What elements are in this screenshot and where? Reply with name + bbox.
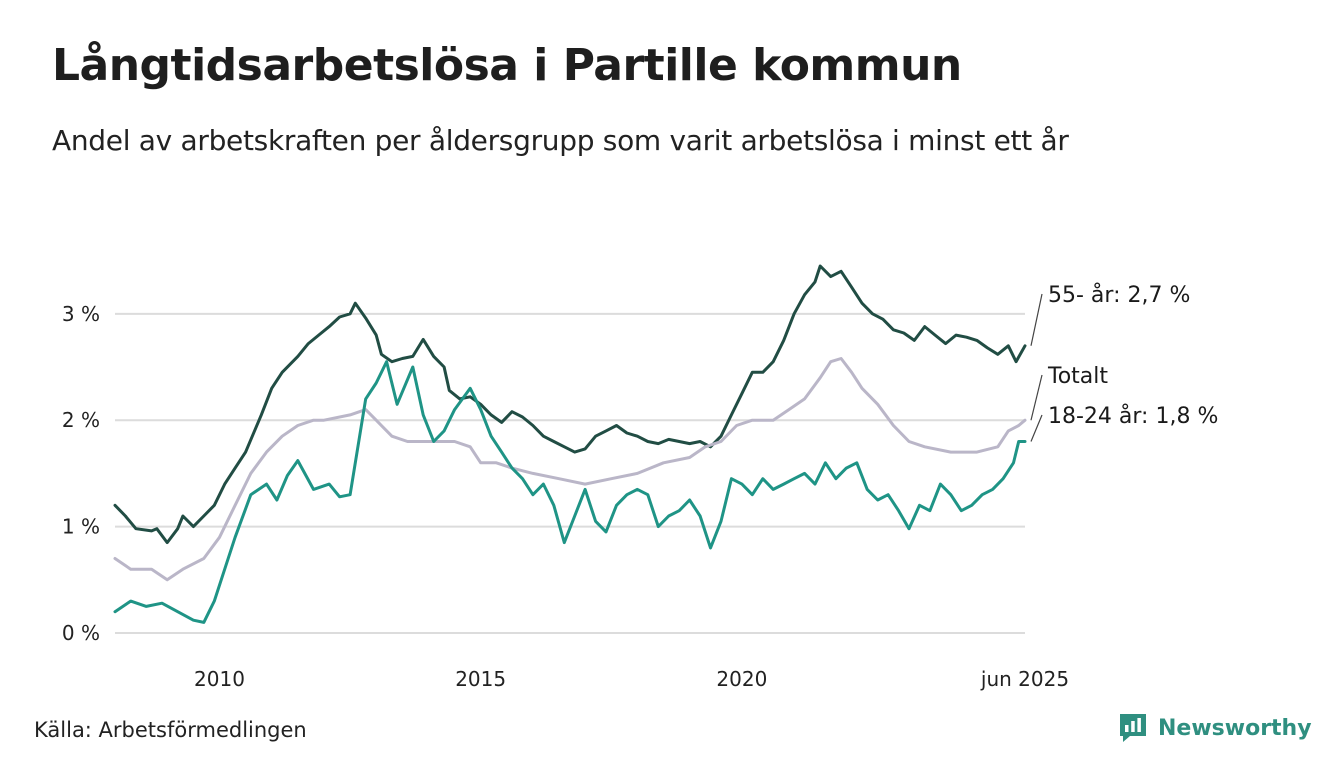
series-line (113, 264, 1027, 545)
series-line (113, 357, 1027, 582)
brand-name: Newsworthy (1158, 715, 1312, 741)
series-line (113, 360, 1027, 624)
x-tick-label: 2010 (194, 667, 245, 691)
series-label: Totalt (1047, 364, 1108, 389)
x-tick-label: 2015 (455, 667, 506, 691)
label-connector (1030, 414, 1043, 442)
newsworthy-icon (1120, 714, 1146, 742)
chart-title: Långtidsarbetslösa i Partille kommun (52, 40, 962, 91)
chart-subtitle: Andel av arbetskraften per åldersgrupp s… (52, 124, 1069, 157)
series-labels: 55- år: 2,7 % Totalt 18-24 år: 1,8 % (1030, 282, 1218, 442)
label-connector (1030, 374, 1043, 421)
source-note: Källa: Arbetsförmedlingen (34, 718, 307, 742)
y-tick-label: 2 % (62, 408, 100, 432)
y-tick-label: 0 % (62, 621, 100, 645)
y-tick-label: 3 % (62, 302, 100, 326)
series-lines (113, 264, 1027, 624)
series-label: 55- år: 2,7 % (1048, 282, 1190, 308)
x-tick-label: 2020 (716, 667, 767, 691)
x-axis-ticks: 2010 2015 2020 jun 2025 (194, 667, 1069, 691)
line-chart: 0 % 1 % 2 % 3 % 2010 2015 2020 jun 2025 55- år… (62, 264, 1218, 691)
y-axis-ticks: 0 % 1 % 2 % 3 % (62, 302, 100, 645)
x-tick-label: jun 2025 (980, 667, 1069, 691)
newsworthy-logo[interactable]: Newsworthy (1118, 712, 1312, 744)
series-label: 18-24 år: 1,8 % (1048, 403, 1218, 429)
y-tick-label: 1 % (62, 515, 100, 539)
label-connector (1030, 293, 1043, 346)
